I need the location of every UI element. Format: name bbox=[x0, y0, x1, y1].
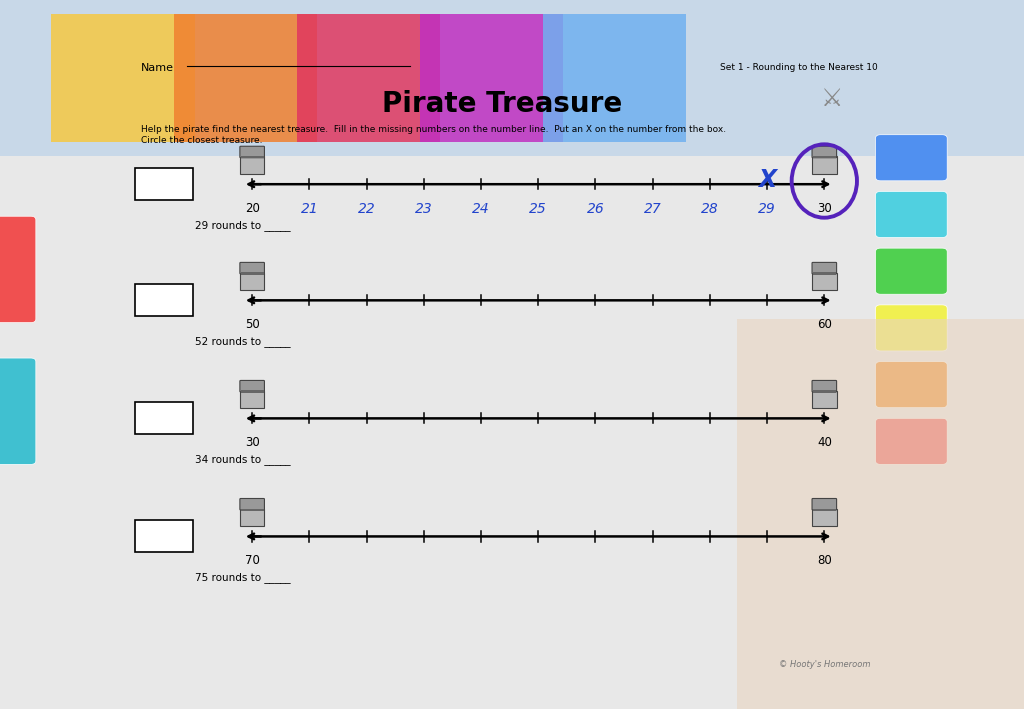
FancyBboxPatch shape bbox=[0, 358, 36, 464]
Text: Pirate Treasure: Pirate Treasure bbox=[382, 90, 622, 118]
FancyBboxPatch shape bbox=[241, 391, 264, 393]
FancyBboxPatch shape bbox=[240, 272, 264, 290]
FancyBboxPatch shape bbox=[241, 272, 264, 274]
Text: 28: 28 bbox=[701, 202, 719, 216]
Text: 26: 26 bbox=[587, 202, 604, 216]
FancyBboxPatch shape bbox=[812, 146, 837, 157]
FancyBboxPatch shape bbox=[876, 135, 947, 181]
FancyBboxPatch shape bbox=[241, 508, 264, 510]
FancyBboxPatch shape bbox=[240, 508, 264, 526]
FancyBboxPatch shape bbox=[240, 391, 264, 408]
Text: 75: 75 bbox=[154, 529, 174, 544]
FancyBboxPatch shape bbox=[813, 391, 836, 393]
FancyBboxPatch shape bbox=[240, 381, 264, 392]
FancyBboxPatch shape bbox=[813, 156, 836, 158]
Text: 75 rounds to _____: 75 rounds to _____ bbox=[195, 572, 290, 583]
FancyBboxPatch shape bbox=[240, 157, 264, 174]
FancyBboxPatch shape bbox=[0, 0, 1024, 156]
FancyBboxPatch shape bbox=[240, 498, 264, 510]
Text: 60: 60 bbox=[817, 318, 831, 331]
Text: 30: 30 bbox=[817, 202, 831, 215]
Text: 34: 34 bbox=[154, 411, 174, 426]
FancyBboxPatch shape bbox=[297, 14, 440, 142]
FancyBboxPatch shape bbox=[876, 248, 947, 294]
FancyBboxPatch shape bbox=[135, 284, 193, 316]
Text: 34 rounds to _____: 34 rounds to _____ bbox=[195, 454, 290, 465]
Text: 29: 29 bbox=[758, 202, 776, 216]
Text: Set 1 - Rounding to the Nearest 10: Set 1 - Rounding to the Nearest 10 bbox=[720, 63, 878, 72]
Text: Circle the closest treasure.: Circle the closest treasure. bbox=[141, 136, 262, 145]
Text: © Hooty's Homeroom: © Hooty's Homeroom bbox=[779, 660, 870, 669]
FancyBboxPatch shape bbox=[813, 272, 836, 274]
FancyBboxPatch shape bbox=[240, 146, 264, 157]
Text: 20: 20 bbox=[245, 202, 260, 215]
FancyBboxPatch shape bbox=[812, 508, 837, 526]
Text: 52: 52 bbox=[154, 293, 174, 308]
Text: 70: 70 bbox=[245, 554, 260, 567]
Text: 52 rounds to _____: 52 rounds to _____ bbox=[195, 336, 290, 347]
Text: 27: 27 bbox=[644, 202, 662, 216]
Text: 25: 25 bbox=[529, 202, 547, 216]
Text: 29 rounds to _____: 29 rounds to _____ bbox=[195, 220, 290, 231]
FancyBboxPatch shape bbox=[420, 14, 563, 142]
FancyBboxPatch shape bbox=[543, 14, 686, 142]
FancyBboxPatch shape bbox=[876, 418, 947, 464]
Text: X: X bbox=[758, 168, 776, 192]
Text: 80: 80 bbox=[817, 554, 831, 567]
Text: 21: 21 bbox=[300, 202, 318, 216]
Text: 30: 30 bbox=[245, 436, 259, 450]
Text: 22: 22 bbox=[357, 202, 376, 216]
FancyBboxPatch shape bbox=[876, 305, 947, 351]
Text: 24: 24 bbox=[472, 202, 489, 216]
FancyBboxPatch shape bbox=[174, 14, 317, 142]
Text: 40: 40 bbox=[817, 436, 831, 450]
Text: Help the pirate find the nearest treasure.  Fill in the missing numbers on the n: Help the pirate find the nearest treasur… bbox=[141, 125, 726, 135]
FancyBboxPatch shape bbox=[812, 391, 837, 408]
Text: 50: 50 bbox=[245, 318, 259, 331]
FancyBboxPatch shape bbox=[135, 520, 193, 552]
FancyBboxPatch shape bbox=[0, 216, 36, 323]
FancyBboxPatch shape bbox=[813, 508, 836, 510]
FancyBboxPatch shape bbox=[812, 157, 837, 174]
FancyBboxPatch shape bbox=[812, 262, 837, 274]
Text: 23: 23 bbox=[415, 202, 433, 216]
FancyBboxPatch shape bbox=[135, 168, 193, 200]
FancyBboxPatch shape bbox=[135, 403, 193, 435]
FancyBboxPatch shape bbox=[812, 498, 837, 510]
Text: ⚔: ⚔ bbox=[821, 87, 843, 111]
FancyBboxPatch shape bbox=[240, 262, 264, 274]
FancyBboxPatch shape bbox=[876, 362, 947, 408]
Text: Name: Name bbox=[141, 63, 174, 73]
FancyBboxPatch shape bbox=[241, 156, 264, 158]
Text: 29: 29 bbox=[154, 177, 174, 191]
FancyBboxPatch shape bbox=[737, 319, 1024, 709]
FancyBboxPatch shape bbox=[51, 14, 195, 142]
FancyBboxPatch shape bbox=[812, 272, 837, 290]
FancyBboxPatch shape bbox=[876, 191, 947, 238]
FancyBboxPatch shape bbox=[812, 381, 837, 392]
